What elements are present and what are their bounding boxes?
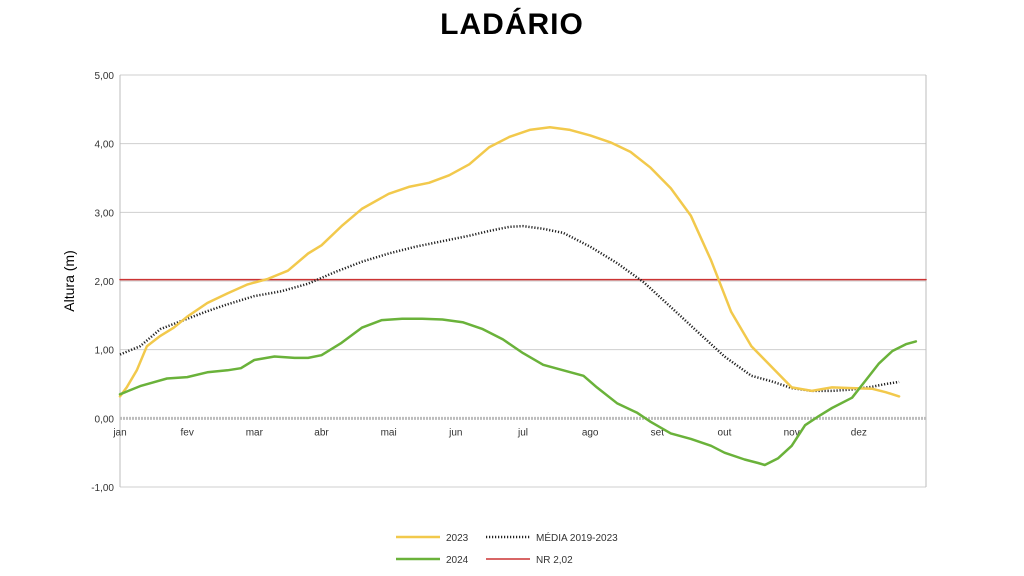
x-tick-label: jun: [448, 427, 462, 438]
x-tick-label: dez: [851, 427, 867, 438]
y-tick-label: 3,00: [95, 208, 115, 219]
y-tick-label: 4,00: [95, 140, 115, 151]
legend-label: 2024: [446, 555, 469, 566]
series-line-2023: [118, 125, 901, 398]
legend-label: NR 2,02: [536, 555, 573, 566]
x-tick-label: fev: [180, 427, 193, 438]
legend-label: MÉDIA 2019-2023: [536, 531, 618, 544]
y-tick-label: 1,00: [95, 346, 115, 357]
series-line-m-dia-2019-2023: [119, 224, 900, 393]
y-tick-label: -1,00: [91, 483, 114, 494]
x-tick-label: mar: [246, 427, 264, 438]
x-tick-label: mai: [381, 427, 397, 438]
x-tick-label: nov: [784, 427, 800, 438]
axes: -1,00 0,00 1,00 2,00 3,00 4,00 5,00 jan fev mar ab…: [61, 71, 927, 494]
x-tick-label: out: [718, 427, 732, 438]
legend: 2023 MÉDIA 2019-2023 2024 NR 2,02: [396, 531, 618, 566]
y-tick-label: 2,00: [95, 277, 115, 288]
x-tick-label: jan: [112, 427, 126, 438]
chart-title: LADÁRIO: [440, 8, 584, 41]
legend-label: 2023: [446, 533, 469, 544]
x-tick-label: abr: [314, 427, 329, 438]
x-tick-label: ago: [582, 427, 599, 438]
x-tick-label: set: [651, 427, 665, 438]
y-tick-label: 0,00: [95, 414, 115, 425]
x-tick-label: jul: [517, 427, 528, 438]
series-layer: [118, 125, 927, 467]
series-line-2024: [118, 317, 918, 467]
y-axis-label: Altura (m): [61, 250, 77, 311]
y-tick-label: 5,00: [95, 71, 115, 82]
gridlines: [120, 74, 926, 488]
